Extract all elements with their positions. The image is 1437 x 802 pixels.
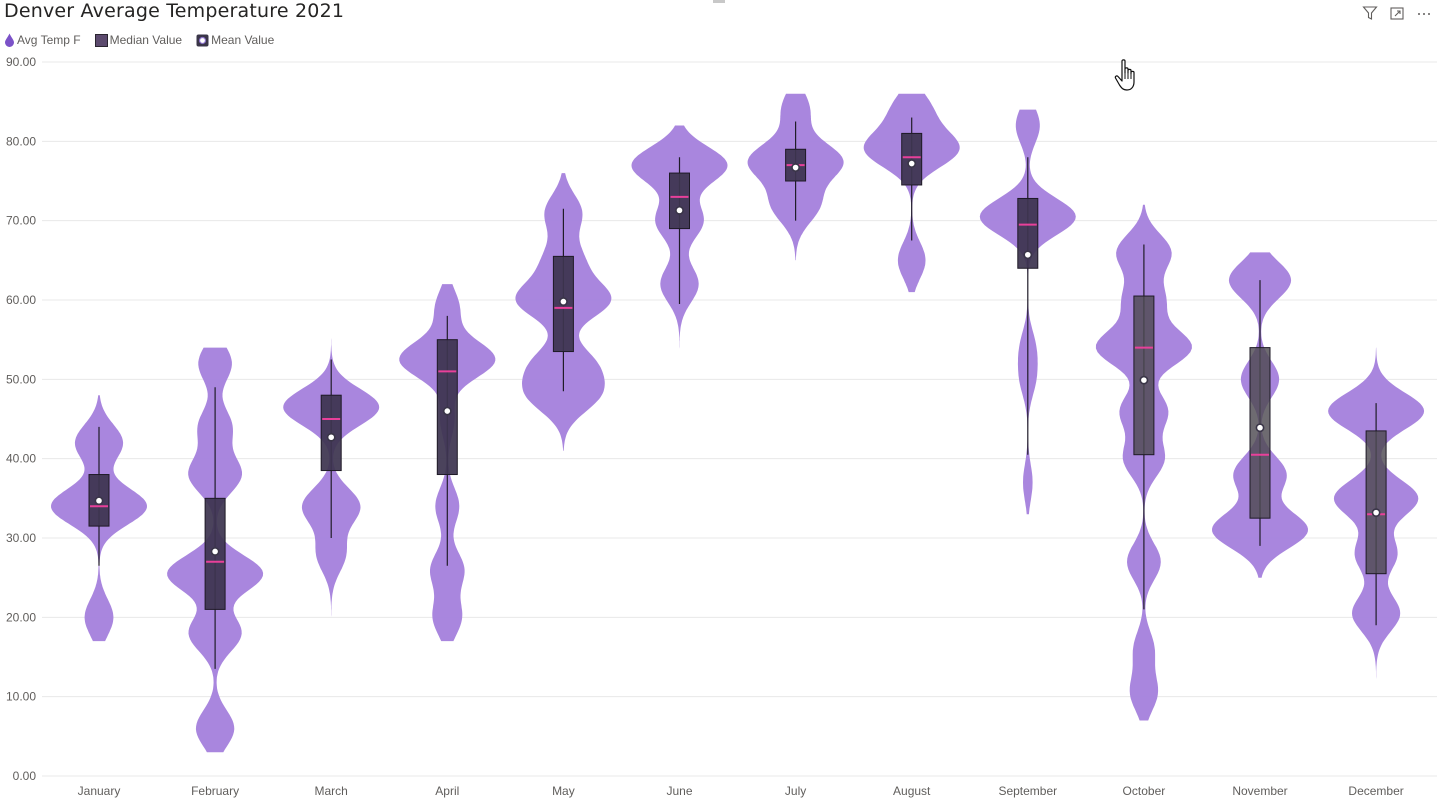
y-tick-label: 50.00 bbox=[6, 372, 36, 386]
x-tick-label: April bbox=[435, 784, 459, 798]
y-tick-label: 0.00 bbox=[13, 769, 37, 783]
x-tick-label: May bbox=[552, 784, 575, 798]
mean-february[interactable] bbox=[210, 547, 220, 556]
x-tick-label: October bbox=[1123, 784, 1166, 798]
y-tick-label: 60.00 bbox=[6, 293, 36, 307]
mean-august[interactable] bbox=[907, 159, 917, 168]
x-tick-label: February bbox=[191, 784, 239, 798]
chart-title: Denver Average Temperature 2021 bbox=[4, 0, 345, 22]
y-tick-label: 90.00 bbox=[6, 55, 36, 69]
legend-label-avg-temp: Avg Temp F bbox=[17, 33, 81, 47]
x-tick-label: March bbox=[315, 784, 348, 798]
mean-april[interactable] bbox=[442, 406, 452, 416]
box-october[interactable] bbox=[1133, 295, 1155, 456]
legend-label-mean: Mean Value bbox=[211, 33, 275, 47]
y-tick-label: 10.00 bbox=[6, 690, 36, 704]
box-december[interactable] bbox=[1365, 430, 1387, 575]
mean-november[interactable] bbox=[1255, 423, 1265, 433]
mean-october[interactable] bbox=[1139, 375, 1149, 385]
legend-item-median[interactable]: Median Value bbox=[94, 33, 183, 47]
x-tick-label: July bbox=[785, 784, 806, 798]
x-tick-label: August bbox=[893, 784, 931, 798]
mean-july[interactable] bbox=[791, 163, 800, 172]
box-september[interactable] bbox=[1017, 197, 1039, 269]
legend-item-avg-temp[interactable]: Avg Temp F bbox=[4, 33, 81, 47]
box-june[interactable] bbox=[669, 172, 690, 230]
hand-pointer-icon bbox=[1113, 58, 1143, 99]
mean-may[interactable] bbox=[559, 297, 568, 306]
x-tick-label: September bbox=[998, 784, 1057, 798]
focus-mode-icon[interactable] bbox=[1388, 4, 1406, 22]
violin-droplet-icon bbox=[5, 33, 14, 47]
legend-item-mean[interactable]: Mean Value bbox=[196, 33, 274, 47]
visual-header-toolbar bbox=[1361, 4, 1433, 22]
x-tick-label: December bbox=[1348, 784, 1403, 798]
y-tick-label: 80.00 bbox=[6, 134, 36, 148]
y-tick-label: 30.00 bbox=[6, 531, 36, 545]
y-tick-label: 20.00 bbox=[6, 610, 36, 624]
mean-circle-icon bbox=[196, 34, 209, 46]
mean-january[interactable] bbox=[94, 496, 104, 506]
mean-june[interactable] bbox=[675, 205, 684, 215]
x-tick-label: November bbox=[1232, 784, 1287, 798]
visual-drag-handle[interactable] bbox=[713, 0, 725, 3]
chart-legend: Avg Temp F Median Value Mean Value bbox=[4, 33, 288, 47]
x-tick-label: June bbox=[666, 784, 692, 798]
mean-march[interactable] bbox=[326, 432, 336, 442]
y-tick-label: 40.00 bbox=[6, 452, 36, 466]
x-tick-label: January bbox=[78, 784, 121, 798]
box-november[interactable] bbox=[1249, 347, 1271, 519]
y-tick-label: 70.00 bbox=[6, 214, 36, 228]
mean-december[interactable] bbox=[1371, 508, 1381, 518]
filter-icon[interactable] bbox=[1361, 4, 1379, 22]
legend-label-median: Median Value bbox=[109, 33, 183, 47]
box-square-icon bbox=[94, 33, 108, 47]
more-options-icon[interactable] bbox=[1415, 4, 1433, 22]
mean-september[interactable] bbox=[1023, 250, 1033, 260]
